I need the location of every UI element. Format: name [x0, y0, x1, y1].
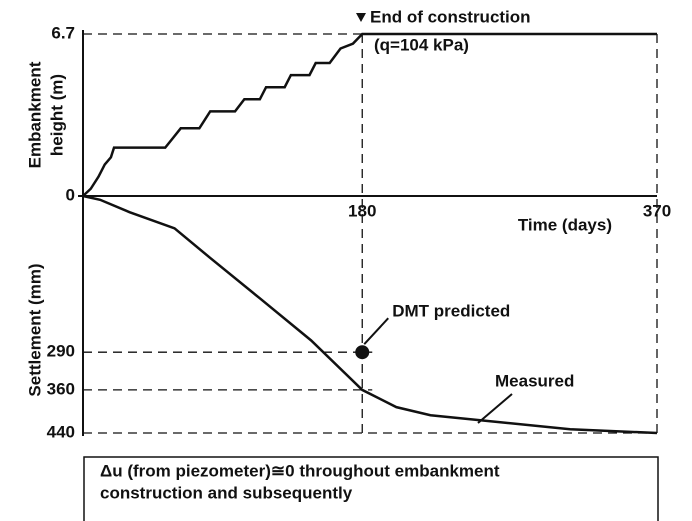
- series-label: DMT predicted: [392, 302, 510, 321]
- note: construction and subsequently: [100, 483, 353, 502]
- y-tick-label: 360: [47, 379, 75, 398]
- line: [82, 32, 657, 197]
- leader: [477, 393, 513, 424]
- y-axis-label: Embankment: [25, 61, 44, 168]
- leader: [363, 317, 389, 345]
- x-tick-label: 180: [348, 201, 376, 220]
- note-box: [83, 456, 659, 521]
- note: Δu (from piezometer)≅0 throughout embank…: [100, 461, 500, 480]
- arrow: [356, 13, 366, 22]
- y-tick-label: 290: [47, 342, 75, 361]
- y-tick-label: 0: [66, 185, 75, 204]
- x-tick-label: 370: [643, 201, 671, 220]
- annotation: End of construction: [370, 7, 531, 26]
- annotation: (q=104 kPa): [374, 35, 469, 54]
- point: [355, 345, 370, 360]
- y-tick-label: 6.7: [51, 23, 75, 42]
- series-label: Measured: [495, 371, 574, 390]
- y-tick-label: 440: [47, 422, 75, 441]
- y-axis-label: height (m): [47, 74, 66, 156]
- line: [82, 194, 658, 435]
- x-axis-label: Time (days): [518, 215, 612, 234]
- y-axis-label: Settlement (mm): [25, 263, 44, 396]
